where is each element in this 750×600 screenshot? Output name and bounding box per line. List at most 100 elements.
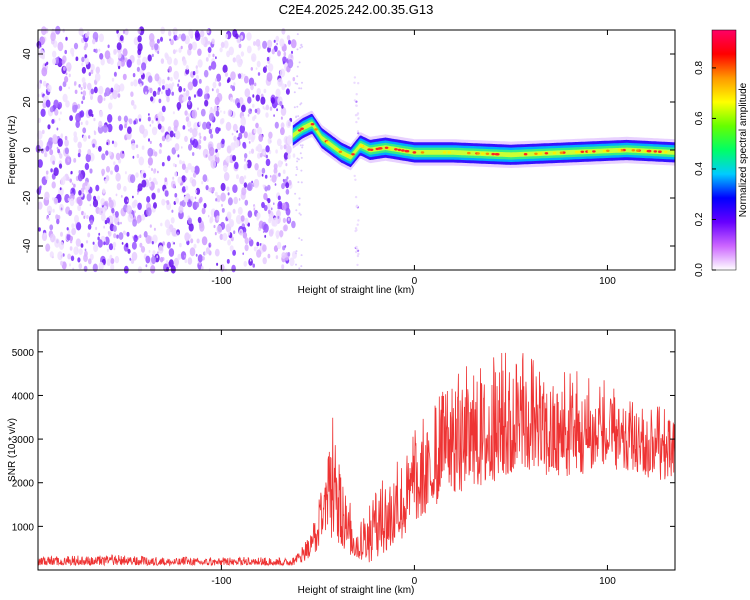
snr-panel: -100 0 100 1000 2000 3000 4000 5000 Height of … — [7, 329, 676, 596]
noise-speck — [253, 205, 256, 209]
noise-speck — [192, 152, 195, 156]
noise-speck — [179, 242, 182, 248]
noise-speck — [286, 120, 292, 128]
noise-speck — [109, 215, 114, 223]
noise-speck — [69, 263, 71, 267]
ridge-peak — [496, 153, 500, 156]
noise-speck — [256, 241, 260, 247]
noise-speck — [272, 217, 278, 227]
noise-speck — [45, 99, 51, 108]
noise-speck — [51, 119, 55, 124]
noise-speck — [97, 239, 103, 248]
noise-speck — [114, 211, 119, 218]
noise-speck — [81, 210, 84, 216]
noise-speck — [53, 167, 59, 177]
noise-speck — [227, 197, 233, 206]
noise-speck — [134, 210, 136, 214]
noise-speck — [106, 142, 109, 145]
noise-speck — [77, 257, 81, 263]
noise-speck — [168, 30, 172, 37]
noise-speck — [89, 253, 94, 261]
noise-speck — [67, 66, 71, 72]
noise-speck — [117, 221, 120, 226]
noise-speck — [90, 69, 94, 75]
noise-speck — [182, 59, 187, 66]
ridge-peak — [467, 151, 471, 155]
noise-speck — [223, 110, 226, 115]
noise-speck — [184, 254, 186, 258]
noise-speck — [355, 205, 358, 208]
noise-speck — [244, 88, 251, 98]
noise-speck — [135, 172, 139, 178]
noise-speck — [287, 135, 293, 145]
spectrogram-x-tick-label: 0 — [412, 276, 418, 287]
noise-speck — [175, 197, 180, 204]
noise-speck — [210, 159, 217, 169]
noise-speck — [95, 184, 100, 192]
ridge-peak — [631, 149, 636, 152]
noise-speck — [151, 255, 157, 265]
noise-speck — [119, 83, 125, 92]
noise-speck — [261, 173, 264, 177]
noise-speck — [81, 56, 85, 63]
noise-speck — [255, 122, 259, 129]
noise-speck — [178, 94, 185, 104]
noise-speck — [264, 107, 266, 111]
noise-speck — [265, 112, 269, 118]
noise-speck — [297, 181, 300, 184]
noise-speck — [267, 253, 271, 259]
noise-speck — [296, 157, 299, 160]
noise-speck — [256, 107, 261, 115]
noise-speck — [109, 90, 111, 95]
noise-speck — [256, 212, 261, 220]
noise-speck — [136, 154, 140, 159]
noise-speck — [60, 260, 64, 266]
noise-speck — [188, 43, 193, 51]
noise-speck — [257, 72, 261, 76]
noise-speck — [213, 105, 218, 113]
noise-speck — [138, 118, 142, 122]
spectrogram-y-tick-label: -40 — [22, 238, 33, 253]
noise-speck — [181, 186, 186, 193]
noise-speck — [356, 263, 359, 267]
noise-speck — [253, 246, 257, 252]
noise-speck — [112, 213, 115, 217]
noise-speck — [227, 239, 232, 246]
snr-x-label: Height of straight line (km) — [298, 585, 415, 596]
noise-speck — [195, 253, 198, 257]
noise-speck — [193, 94, 197, 98]
spectrogram-x-tick-label: 100 — [599, 276, 616, 287]
noise-speck — [201, 207, 206, 215]
noise-speck — [44, 191, 50, 201]
noise-speck — [208, 112, 215, 122]
noise-speck — [98, 48, 101, 52]
noise-speck — [192, 138, 199, 148]
noise-speck — [184, 135, 188, 142]
noise-speck — [243, 182, 248, 188]
noise-speck — [283, 51, 287, 57]
noise-speck — [208, 244, 211, 248]
noise-speck — [244, 244, 249, 252]
noise-speck — [295, 166, 298, 169]
noise-speck — [85, 240, 89, 244]
noise-speck — [268, 131, 273, 139]
noise-speck — [67, 230, 71, 235]
noise-speck — [205, 247, 210, 254]
noise-speck — [117, 115, 122, 122]
noise-speck — [156, 255, 158, 259]
noise-speck — [223, 164, 228, 173]
noise-speck — [202, 121, 208, 130]
noise-speck — [69, 115, 73, 122]
noise-speck — [65, 72, 68, 76]
noise-speck — [257, 152, 261, 159]
noise-speck — [145, 255, 151, 264]
noise-speck — [116, 29, 119, 34]
noise-speck — [74, 89, 78, 95]
noise-speck — [172, 163, 176, 167]
noise-speck — [37, 159, 43, 168]
noise-speck — [232, 249, 237, 256]
noise-speck — [109, 58, 114, 65]
noise-speck — [126, 59, 132, 68]
noise-speck — [67, 197, 70, 202]
